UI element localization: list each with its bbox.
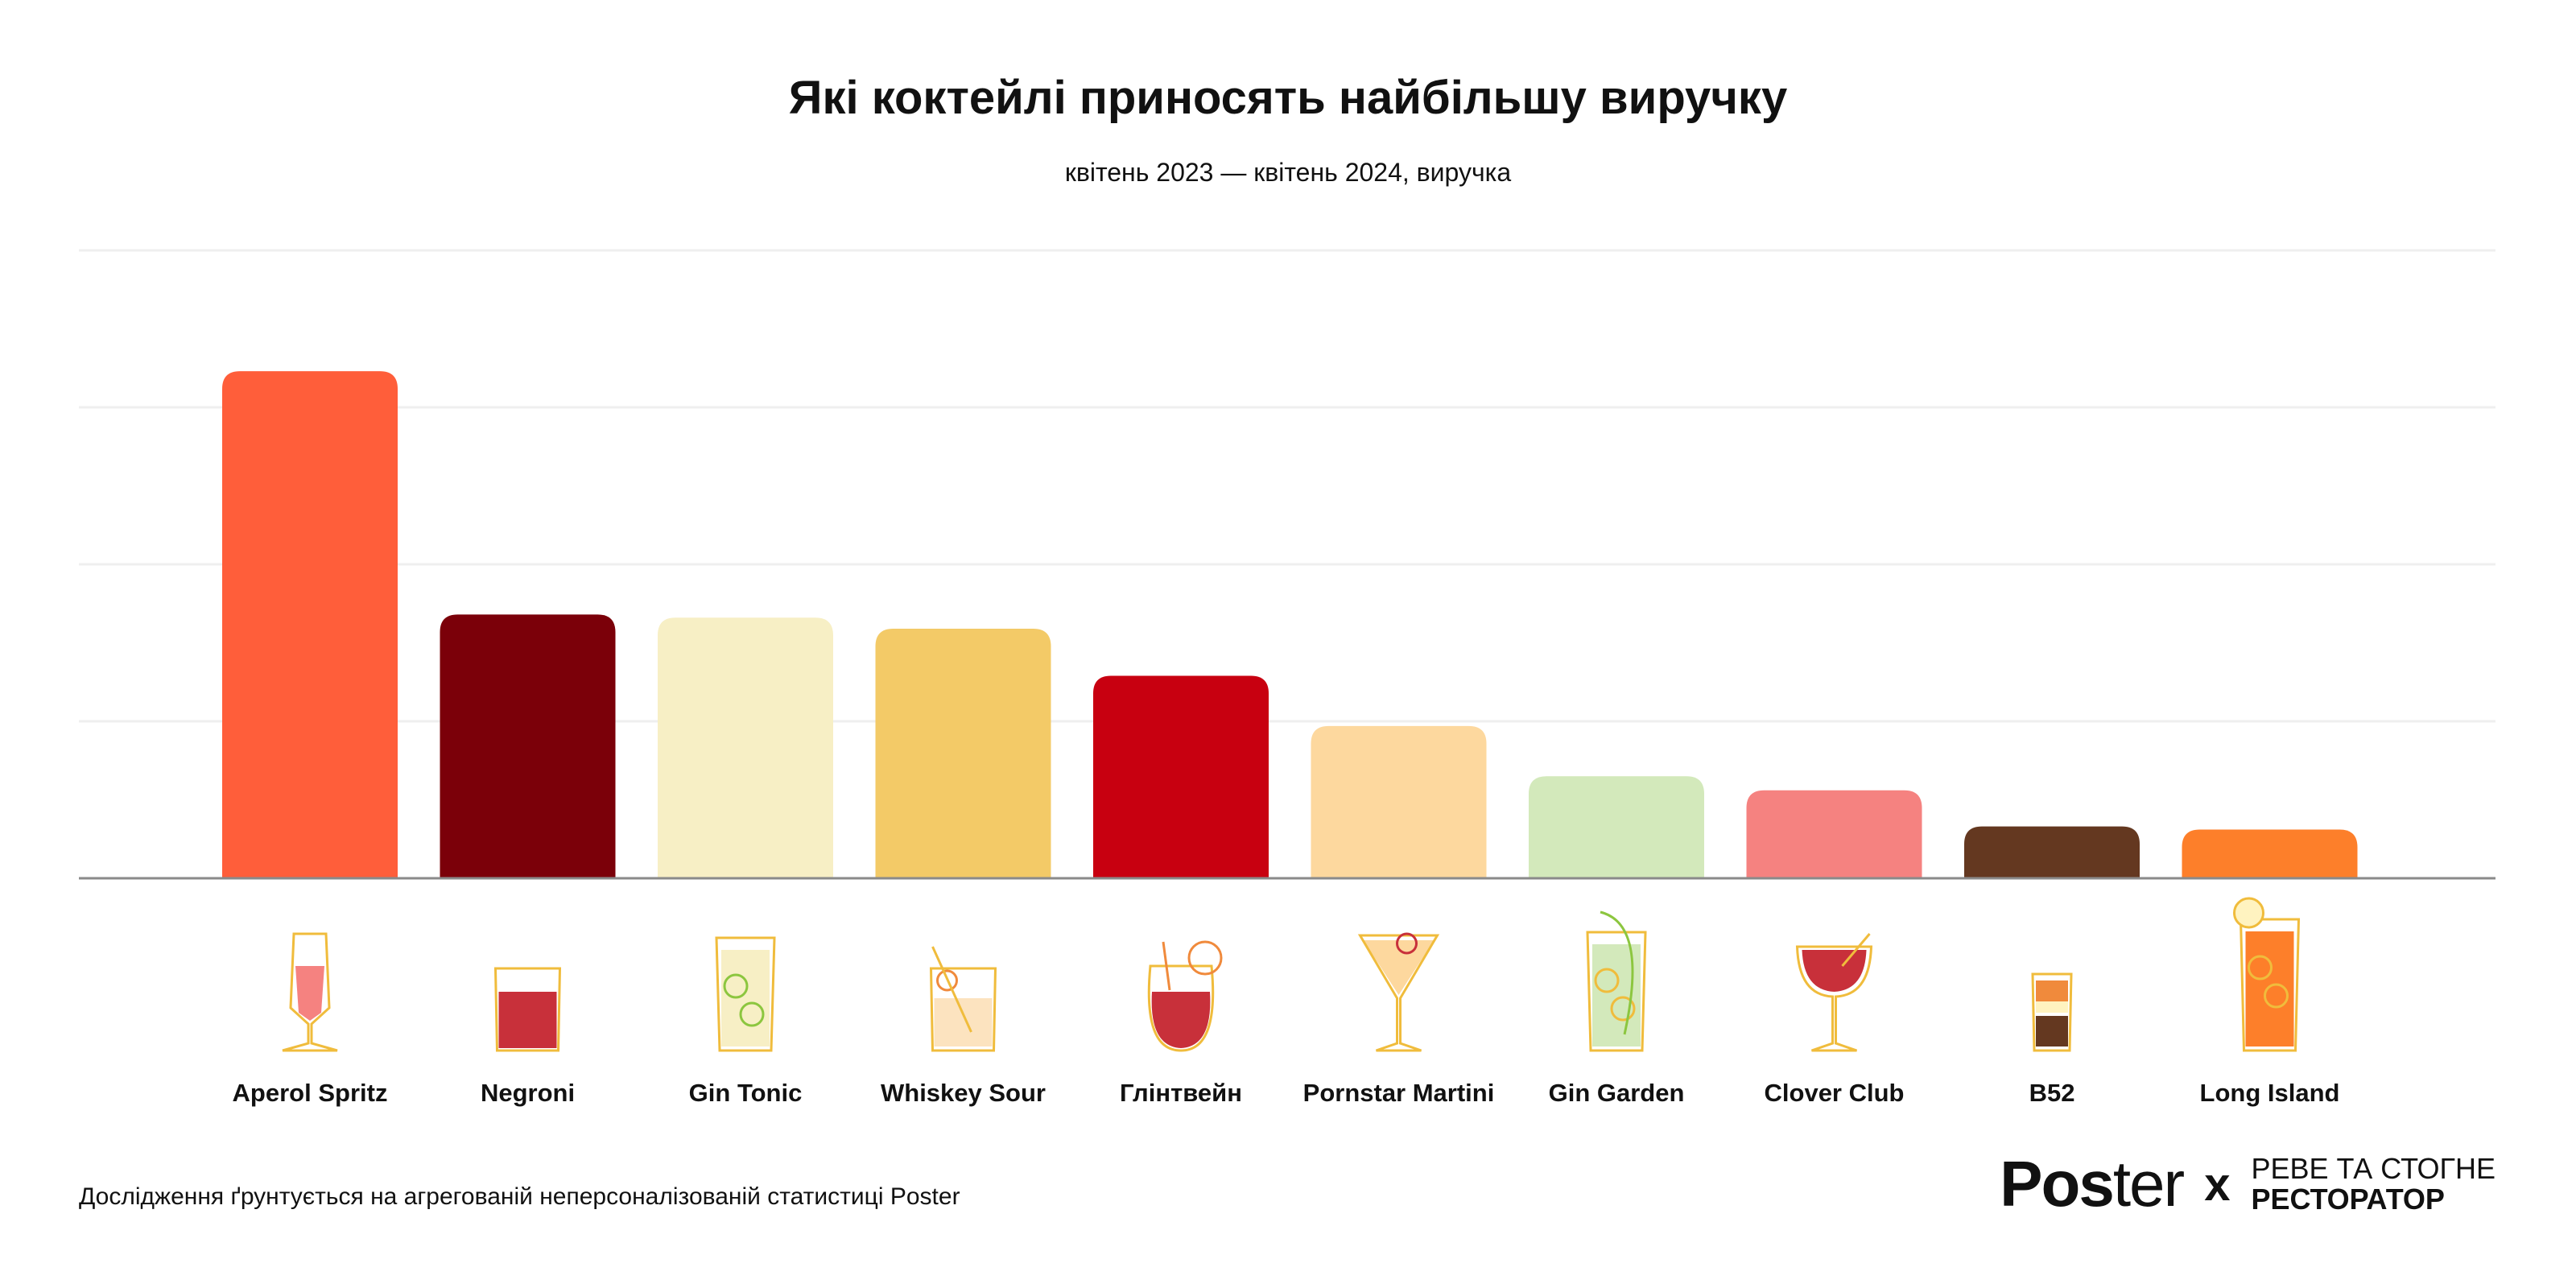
- restorator-logo: РЕВЕ ТА СТОГНЕ РЕСТОРАТОР: [2251, 1152, 2496, 1216]
- rocks-glass-icon: [929, 946, 997, 1052]
- shot-glass-icon: [2031, 972, 2073, 1052]
- bar: [440, 614, 616, 878]
- martini-glass-icon: [1357, 932, 1440, 1052]
- partner-logos: Poster x РЕВЕ ТА СТОГНЕ РЕСТОРАТОР: [2000, 1147, 2496, 1221]
- cocktail-icons: [282, 897, 2301, 1052]
- bar: [1311, 725, 1487, 878]
- bar: [222, 371, 398, 878]
- bars: [222, 371, 2358, 878]
- poster-logo: Poster: [2000, 1148, 2185, 1220]
- chart-title: Які коктейлі приносять найбільшу виручку: [788, 72, 1788, 124]
- bar: [875, 628, 1051, 878]
- coupe-glass-icon: [1795, 933, 1873, 1052]
- bar: [2182, 829, 2358, 878]
- bar: [1093, 675, 1269, 878]
- bar: [1529, 776, 1704, 878]
- flute-glass-icon: [282, 932, 338, 1052]
- bar: [1964, 826, 2140, 878]
- bar: [1746, 790, 1922, 878]
- category-label: Negroni: [481, 1079, 575, 1107]
- category-label: Clover Club: [1765, 1079, 1905, 1107]
- category-label: B52: [2029, 1079, 2075, 1107]
- tall-glass-icon: [2233, 897, 2301, 1052]
- category-label: Aperol Spritz: [233, 1079, 388, 1107]
- bar: [658, 617, 833, 878]
- footnote: Дослідження ґрунтується на агрегованій н…: [79, 1183, 960, 1210]
- category-label: Long Island: [2200, 1079, 2340, 1107]
- goblet-glass-icon: [1147, 940, 1223, 1052]
- category-label: Глінтвейн: [1120, 1079, 1242, 1107]
- tall-glass-icon: [1586, 910, 1647, 1052]
- category-label: Gin Tonic: [689, 1079, 803, 1107]
- rocks-glass-icon: [493, 967, 562, 1052]
- category-labels: Aperol Spritz Negroni Gin Tonic Whiskey Sou…: [233, 1079, 2340, 1107]
- chart-subtitle: квітень 2023 — квітень 2024, виручка: [1064, 158, 1512, 187]
- category-label: Pornstar Martini: [1303, 1079, 1495, 1107]
- category-label: Gin Garden: [1549, 1079, 1685, 1107]
- highball-glass-icon: [715, 936, 776, 1052]
- logo-separator: x: [2204, 1158, 2231, 1211]
- category-label: Whiskey Sour: [881, 1079, 1046, 1107]
